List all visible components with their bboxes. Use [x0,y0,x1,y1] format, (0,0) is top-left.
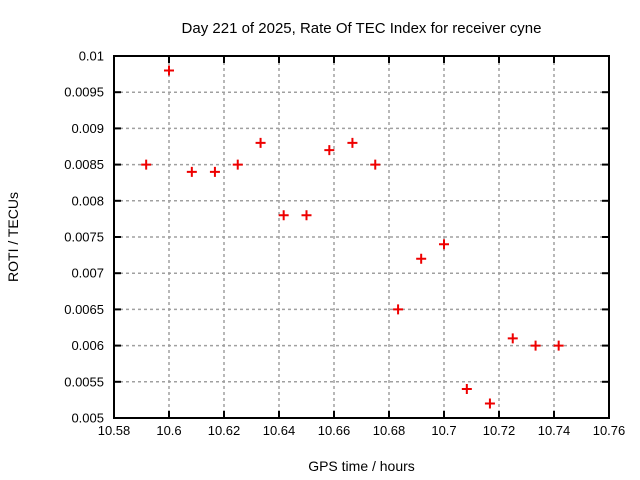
x-tick-label: 10.66 [318,423,351,438]
data-point-marker [232,159,243,170]
y-tick-label: 0.0075 [64,230,104,245]
y-tick-label: 0.006 [71,338,104,353]
data-point-marker [209,166,220,177]
data-point-marker [484,398,495,409]
data-point-marker [530,340,541,351]
data-point-marker [461,384,472,395]
y-tick-label: 0.005 [71,411,104,426]
data-point-marker [164,65,174,76]
data-point-marker [278,210,289,221]
data-point-marker [507,333,518,344]
x-tick-label: 10.6 [156,423,181,438]
x-tick-label: 10.74 [538,423,571,438]
y-tick-label: 0.01 [79,49,104,64]
data-point-marker [255,137,266,148]
data-point-marker [393,304,404,315]
x-tick-label: 10.7 [431,423,456,438]
y-tick-label: 0.007 [71,266,104,281]
y-tick-label: 0.0055 [64,374,104,389]
data-point-marker [301,210,312,221]
x-axis-title: GPS time / hours [308,458,415,474]
data-point-marker [553,340,564,351]
data-point-marker [324,145,335,156]
x-tick-label: 10.68 [373,423,406,438]
x-tick-label: 10.62 [208,423,241,438]
data-point-marker [439,239,449,250]
y-tick-label: 0.0085 [64,157,104,172]
y-tick-label: 0.008 [71,193,104,208]
data-point-marker [347,137,358,148]
x-tick-label: 10.58 [98,423,131,438]
y-tick-label: 0.0065 [64,302,104,317]
y-tick-label: 0.0095 [64,85,104,100]
chart-title: Day 221 of 2025, Rate Of TEC Index for r… [181,20,542,37]
y-tick-label: 0.009 [71,121,104,136]
data-point-marker [186,166,197,177]
x-tick-label: 10.64 [263,423,296,438]
data-point-marker [141,159,152,170]
x-tick-label: 10.76 [593,423,626,438]
data-point-marker [370,159,381,170]
data-point-marker [416,253,427,264]
x-tick-label: 10.72 [483,423,516,438]
